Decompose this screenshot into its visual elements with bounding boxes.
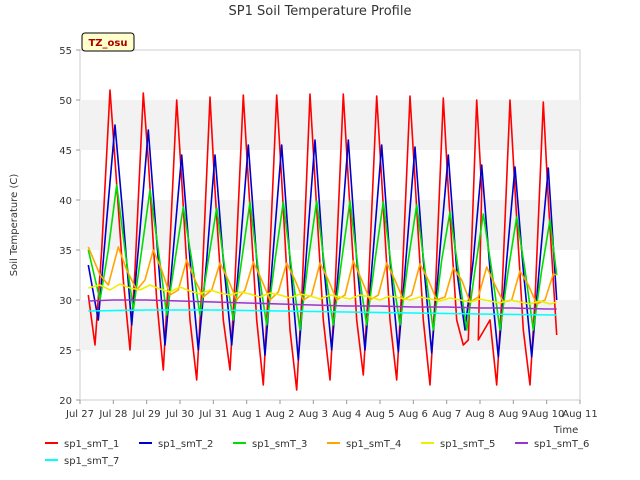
x-tick-label: Aug 11: [562, 409, 597, 420]
series-line-sp1_smT_3: [87, 184, 558, 331]
y-axis-label: Soil Temperature (C): [9, 174, 20, 277]
series-line-sp1_smT_1: [87, 89, 558, 391]
legend-label: sp1_smT_3: [252, 439, 307, 450]
legend-item-sp1_smT_6: sp1_smT_6: [515, 439, 589, 450]
legend-label: sp1_smT_2: [158, 439, 213, 450]
x-tick-label: Aug 3: [299, 409, 328, 420]
grid-band: [80, 100, 580, 150]
legend-label: sp1_smT_5: [440, 439, 495, 450]
x-tick-label: Aug 5: [365, 409, 394, 420]
legend-item-sp1_smT_3: sp1_smT_3: [233, 439, 307, 450]
y-tick-label: 40: [59, 196, 72, 207]
legend-label: sp1_smT_6: [534, 439, 589, 450]
legend-item-sp1_smT_7: sp1_smT_7: [45, 456, 119, 467]
y-tick-label: 55: [59, 46, 72, 57]
x-tick-label: Aug 1: [232, 409, 261, 420]
y-tick-label: 45: [59, 146, 72, 157]
y-tick-label: 50: [59, 96, 72, 107]
series-line-sp1_smT_4: [87, 246, 557, 305]
legend-label: sp1_smT_7: [64, 456, 119, 467]
x-axis: Jul 27 Jul 28 Jul 29 Jul 30 Jul 31 Aug 1 Aug 2…: [65, 400, 598, 420]
series-line-sp1_smT_5: [88, 283, 557, 305]
y-tick-label: 35: [59, 246, 72, 257]
x-tick-label: Aug 8: [465, 409, 494, 420]
y-tick-label: 30: [59, 296, 72, 307]
x-tick-label: Aug 10: [529, 409, 564, 420]
timezone-badge: TZ_osu: [81, 32, 135, 52]
x-tick-label: Aug 4: [332, 409, 361, 420]
legend: sp1_smT_1 sp1_smT_2 sp1_smT_3 sp1_smT_4 sp1_…: [45, 439, 589, 467]
x-tick-label: Aug 2: [265, 409, 294, 420]
legend-item-sp1_smT_4: sp1_smT_4: [327, 439, 401, 450]
y-axis: 20 25 30 35 40 45 50 55: [59, 46, 80, 407]
x-tick-label: Jul 29: [132, 409, 161, 420]
y-tick-label: 25: [59, 346, 72, 357]
plot-lines: [87, 89, 558, 391]
x-axis-label: Time: [553, 425, 578, 436]
x-tick-label: Jul 27: [65, 409, 94, 420]
y-tick-label: 20: [59, 396, 72, 407]
series-line-sp1_smT_7: [88, 309, 557, 316]
x-tick-label: Jul 30: [165, 409, 194, 420]
x-tick-label: Aug 6: [399, 409, 428, 420]
timezone-badge-text: TZ_osu: [88, 38, 127, 49]
chart-title: SP1 Soil Temperature Profile: [229, 4, 412, 19]
legend-item-sp1_smT_1: sp1_smT_1: [45, 439, 119, 450]
x-tick-label: Aug 9: [499, 409, 528, 420]
legend-label: sp1_smT_1: [64, 439, 119, 450]
legend-item-sp1_smT_5: sp1_smT_5: [421, 439, 495, 450]
x-tick-label: Jul 28: [98, 409, 127, 420]
legend-item-sp1_smT_2: sp1_smT_2: [139, 439, 213, 450]
grid-band: [80, 200, 580, 250]
legend-label: sp1_smT_4: [346, 439, 401, 450]
series-line-sp1_smT_6: [88, 299, 557, 310]
x-tick-label: Jul 31: [198, 409, 227, 420]
x-tick-label: Aug 7: [432, 409, 461, 420]
